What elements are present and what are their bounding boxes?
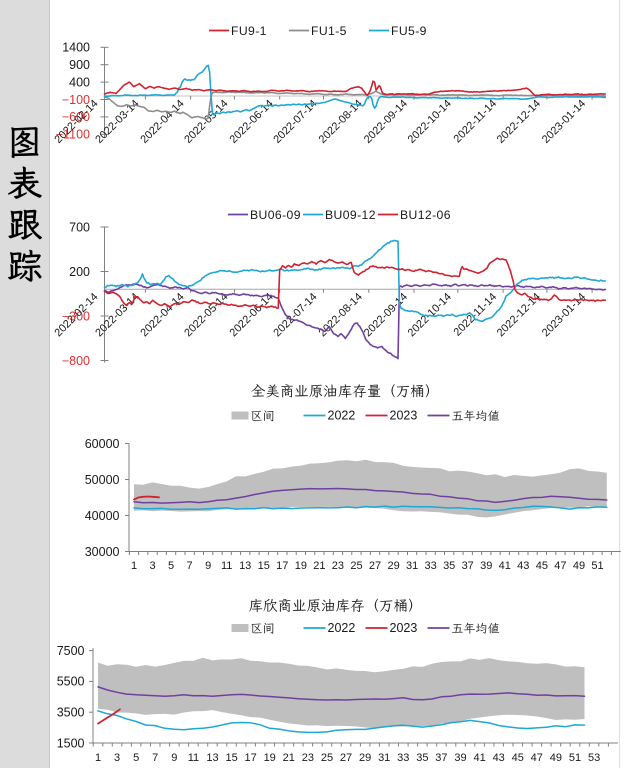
svg-text:1: 1 [95, 752, 101, 764]
svg-text:900: 900 [69, 58, 90, 72]
svg-text:15: 15 [225, 752, 237, 764]
svg-text:BU09-12: BU09-12 [325, 208, 376, 222]
svg-text:700: 700 [69, 220, 90, 234]
svg-text:17: 17 [276, 560, 288, 572]
svg-text:13: 13 [239, 560, 251, 572]
svg-text:2022: 2022 [328, 621, 356, 635]
svg-text:23: 23 [302, 752, 314, 764]
svg-text:2023: 2023 [390, 409, 418, 423]
svg-text:31: 31 [378, 752, 390, 764]
svg-text:37: 37 [462, 560, 474, 572]
svg-text:30000: 30000 [85, 545, 120, 559]
svg-text:31: 31 [406, 560, 418, 572]
svg-text:21: 21 [283, 752, 295, 764]
svg-text:200: 200 [69, 265, 90, 279]
svg-text:3: 3 [114, 752, 120, 764]
svg-text:1: 1 [131, 560, 137, 572]
svg-text:7: 7 [152, 752, 158, 764]
svg-text:60000: 60000 [85, 437, 120, 451]
svg-text:49: 49 [550, 752, 562, 764]
svg-text:35: 35 [443, 560, 455, 572]
svg-text:9: 9 [171, 752, 177, 764]
svg-text:5: 5 [133, 752, 139, 764]
svg-text:13: 13 [206, 752, 218, 764]
svg-text:FU9-1: FU9-1 [231, 24, 267, 38]
svg-text:−300: −300 [62, 309, 90, 323]
svg-text:17: 17 [244, 752, 256, 764]
svg-text:51: 51 [591, 560, 603, 572]
svg-text:FU1-5: FU1-5 [311, 24, 347, 38]
svg-text:23: 23 [332, 560, 344, 572]
svg-text:400: 400 [69, 75, 90, 89]
svg-text:3: 3 [149, 560, 155, 572]
svg-text:27: 27 [369, 560, 381, 572]
svg-text:−1100: −1100 [56, 128, 90, 142]
svg-text:3500: 3500 [57, 706, 85, 720]
svg-text:−600: −600 [62, 110, 90, 124]
svg-text:53: 53 [588, 752, 600, 764]
svg-text:40000: 40000 [85, 509, 120, 523]
svg-text:29: 29 [359, 752, 371, 764]
svg-text:−100: −100 [62, 93, 90, 107]
svg-text:1500: 1500 [57, 736, 85, 750]
svg-text:25: 25 [350, 560, 362, 572]
svg-text:25: 25 [321, 752, 333, 764]
svg-text:2022: 2022 [328, 409, 356, 423]
svg-text:21: 21 [313, 560, 325, 572]
svg-text:7: 7 [187, 560, 193, 572]
svg-text:11: 11 [188, 752, 199, 764]
svg-text:BU06-09: BU06-09 [250, 208, 301, 222]
svg-text:41: 41 [499, 560, 511, 572]
svg-text:27: 27 [340, 752, 352, 764]
svg-text:FU5-9: FU5-9 [391, 24, 427, 38]
svg-text:9: 9 [205, 560, 211, 572]
svg-text:35: 35 [416, 752, 428, 764]
svg-text:5: 5 [168, 560, 174, 572]
svg-text:29: 29 [387, 560, 399, 572]
svg-text:45: 45 [536, 560, 548, 572]
svg-text:43: 43 [493, 752, 505, 764]
svg-text:43: 43 [517, 560, 529, 572]
svg-text:19: 19 [264, 752, 276, 764]
svg-text:−800: −800 [62, 354, 90, 368]
svg-text:2023: 2023 [390, 621, 418, 635]
svg-text:1400: 1400 [62, 41, 90, 55]
svg-text:47: 47 [554, 560, 566, 572]
svg-text:39: 39 [480, 560, 492, 572]
svg-text:11: 11 [221, 560, 232, 572]
svg-text:51: 51 [569, 752, 581, 764]
svg-text:41: 41 [473, 752, 485, 764]
svg-text:33: 33 [424, 560, 436, 572]
svg-text:45: 45 [512, 752, 524, 764]
svg-text:49: 49 [573, 560, 585, 572]
svg-text:15: 15 [258, 560, 270, 572]
svg-text:47: 47 [531, 752, 543, 764]
svg-text:39: 39 [454, 752, 466, 764]
svg-text:19: 19 [295, 560, 307, 572]
svg-text:7500: 7500 [57, 644, 85, 658]
svg-text:37: 37 [435, 752, 447, 764]
svg-text:BU12-06: BU12-06 [400, 208, 451, 222]
svg-text:5500: 5500 [57, 675, 85, 689]
svg-text:50000: 50000 [85, 473, 120, 487]
svg-text:33: 33 [397, 752, 409, 764]
